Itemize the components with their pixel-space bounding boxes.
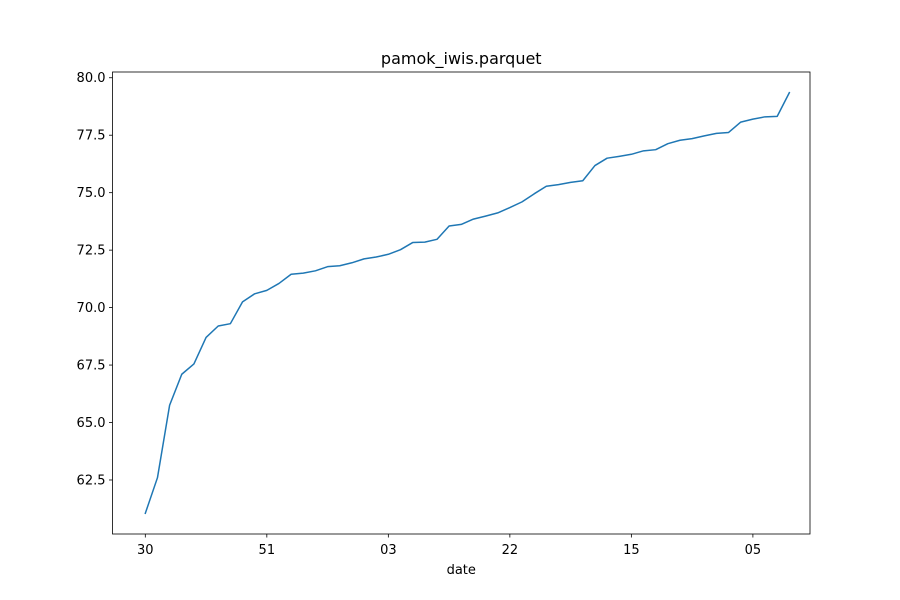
x-axis-label: date	[447, 563, 476, 578]
y-tick-label: 65.0	[77, 416, 106, 431]
plot-frame	[112, 71, 811, 535]
y-tick-label: 70.0	[77, 301, 106, 316]
y-axis: 62.5 65.0 67.5 70.0 72.5 75.0 77.5 80.0	[77, 71, 113, 488]
x-tick-label: 05	[745, 543, 762, 558]
x-tick-label: 51	[259, 543, 276, 558]
y-tick-label: 62.5	[77, 473, 106, 488]
y-tick-label: 72.5	[77, 244, 106, 259]
x-tick-label: 30	[137, 543, 154, 558]
chart-title: pamok_iwis.parquet	[381, 49, 542, 69]
x-tick-label: 03	[380, 543, 397, 558]
y-tick-label: 80.0	[77, 71, 106, 86]
series-line	[144, 91, 791, 515]
y-tick-label: 75.0	[77, 186, 106, 201]
plot-area	[112, 72, 810, 534]
y-tick-label: 67.5	[77, 359, 106, 374]
x-tick-label: 22	[502, 543, 519, 558]
y-tick-label: 77.5	[77, 129, 106, 144]
x-tick-label: 15	[623, 543, 640, 558]
x-axis: 30 51 03 22 15 05	[137, 534, 761, 558]
